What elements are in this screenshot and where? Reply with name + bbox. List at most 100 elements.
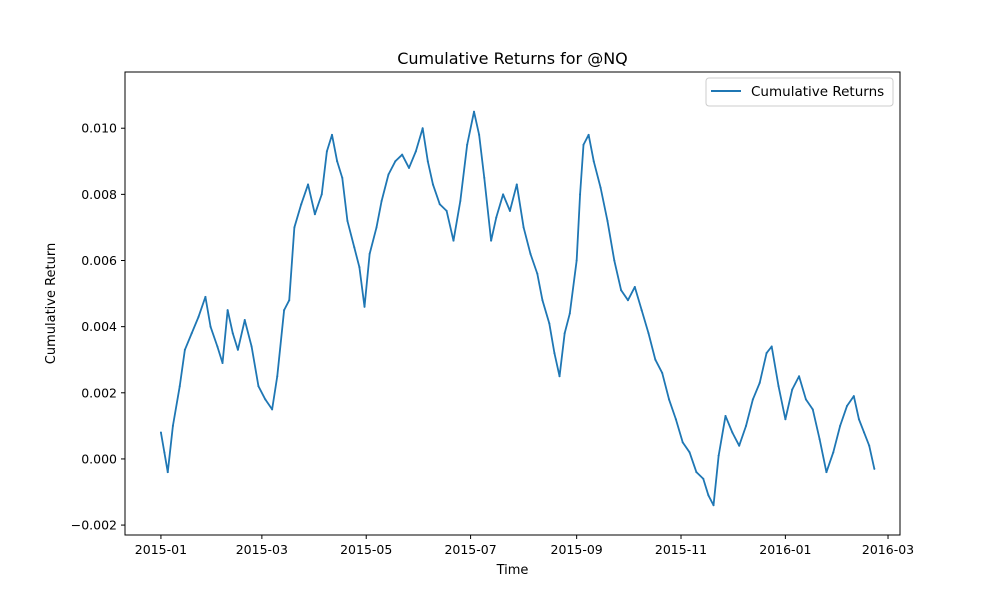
data-point: [380, 199, 383, 202]
data-point: [502, 193, 505, 196]
data-point: [283, 309, 286, 312]
data-point: [857, 418, 860, 421]
data-point: [640, 309, 643, 312]
data-point: [515, 183, 518, 186]
data-point: [626, 299, 629, 302]
data-point: [613, 259, 616, 262]
data-point: [243, 319, 246, 322]
data-point: [582, 143, 585, 146]
data-point: [633, 285, 636, 288]
data-point: [478, 133, 481, 136]
data-point: [307, 183, 310, 186]
data-point: [226, 309, 229, 312]
y-axis-label: Cumulative Return: [44, 243, 59, 364]
data-point: [325, 150, 328, 153]
data-point: [473, 110, 476, 113]
data-point: [394, 160, 397, 163]
x-tick-label: 2015-11: [655, 542, 707, 557]
data-point: [868, 444, 871, 447]
data-point: [271, 408, 274, 411]
data-point: [221, 362, 224, 365]
data-point: [668, 398, 671, 401]
data-point: [426, 160, 429, 163]
chart-title: Cumulative Returns for @NQ: [397, 49, 628, 68]
x-tick-label: 2016-01: [759, 542, 811, 557]
data-point: [522, 226, 525, 229]
data-point: [575, 259, 578, 262]
data-point: [204, 295, 207, 298]
data-point: [606, 219, 609, 222]
x-tick-label: 2015-03: [236, 542, 288, 557]
data-point: [508, 209, 511, 212]
data-point: [654, 358, 657, 361]
data-point: [661, 371, 664, 374]
y-tick-label: 0.006: [81, 253, 117, 268]
data-point: [336, 160, 339, 163]
data-point: [452, 239, 455, 242]
data-point: [568, 312, 571, 315]
series-line-cumulative-returns: [160, 110, 876, 507]
y-tick-label: 0.002: [81, 385, 117, 400]
data-point: [536, 272, 539, 275]
data-point: [257, 385, 260, 388]
plot-area-frame: [124, 71, 901, 536]
data-point: [587, 133, 590, 136]
data-point: [845, 405, 848, 408]
data-point: [320, 193, 323, 196]
x-axis-label: Time: [496, 563, 529, 578]
data-point: [839, 424, 842, 427]
data-point: [368, 252, 371, 255]
series-layer: [159, 110, 876, 507]
legend: Cumulative Returns: [705, 77, 894, 107]
data-point: [231, 332, 234, 335]
data-point: [818, 438, 821, 441]
data-point: [264, 398, 267, 401]
legend-box: [705, 77, 894, 107]
data-point: [250, 345, 253, 348]
data-point: [599, 186, 602, 189]
data-point: [563, 332, 566, 335]
data-point: [811, 408, 814, 411]
data-point: [674, 418, 677, 421]
data-point: [647, 332, 650, 335]
y-tick-label: 0.004: [81, 319, 117, 334]
data-point: [358, 266, 361, 269]
x-tick-label: 2015-09: [551, 542, 603, 557]
data-point: [751, 398, 754, 401]
data-point: [363, 305, 366, 308]
data-point: [592, 160, 595, 163]
data-point: [445, 209, 448, 212]
data-point: [197, 315, 200, 318]
data-point: [300, 203, 303, 206]
data-point: [558, 375, 561, 378]
data-point: [873, 467, 876, 470]
data-point: [724, 414, 727, 417]
data-point: [490, 239, 493, 242]
data-point: [438, 203, 441, 206]
data-point: [276, 375, 279, 378]
x-axis: 2015-01 2015-03 2015-05 2015-07 2015-09 2015-…: [135, 535, 914, 557]
data-point: [163, 451, 166, 454]
data-point: [745, 424, 748, 427]
data-point: [738, 444, 741, 447]
data-point: [159, 431, 162, 434]
x-tick-label: 2015-07: [444, 542, 496, 557]
data-point: [293, 226, 296, 229]
data-point: [852, 395, 855, 398]
data-point: [341, 176, 344, 179]
data-point: [681, 441, 684, 444]
data-point: [688, 451, 691, 454]
data-point: [183, 348, 186, 351]
data-point: [712, 504, 715, 507]
data-point: [777, 385, 780, 388]
data-point: [765, 352, 768, 355]
data-point: [863, 431, 866, 434]
data-point: [784, 418, 787, 421]
data-point: [401, 153, 404, 156]
data-point: [770, 345, 773, 348]
data-point: [804, 398, 807, 401]
y-axis: −0.002 0.000 0.002 0.004 0.006 0.008 0.010: [71, 121, 125, 533]
data-point: [353, 246, 356, 249]
y-tick-label: 0.000: [81, 451, 117, 466]
